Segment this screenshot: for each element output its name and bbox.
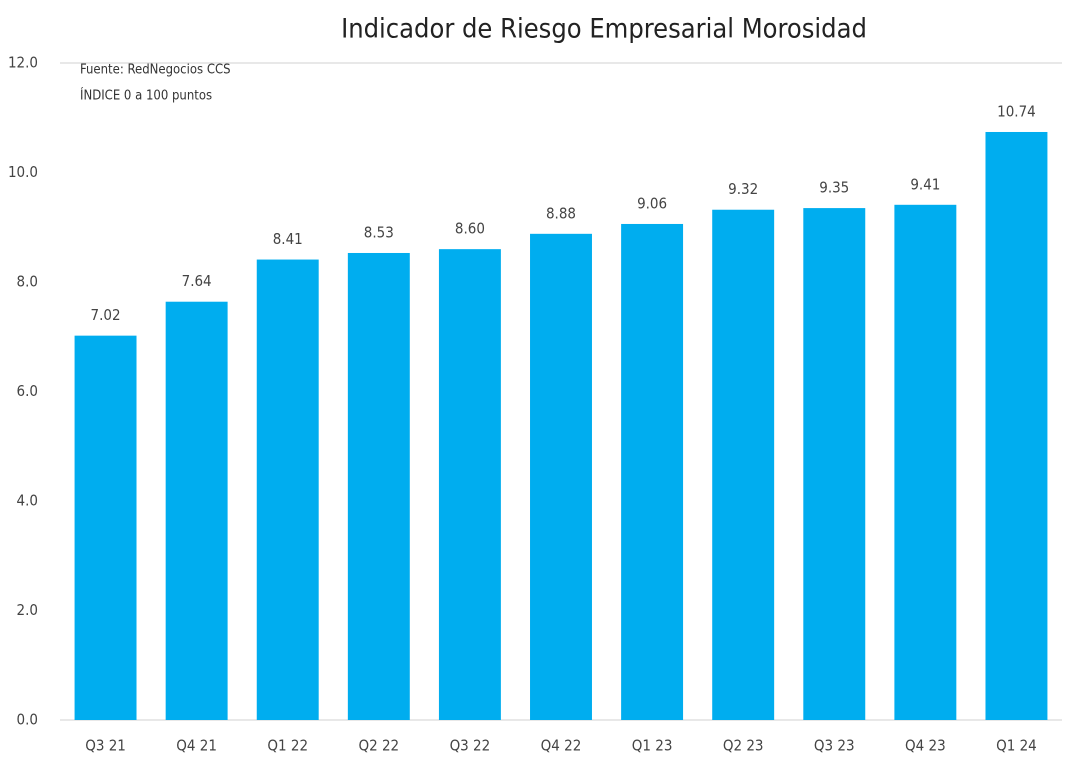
x-tick-label: Q1 24 (996, 737, 1037, 755)
bar (165, 301, 228, 720)
x-tick-label: Q4 23 (905, 737, 946, 755)
y-tick-label: 8.0 (17, 273, 38, 291)
y-tick-label: 6.0 (17, 382, 38, 400)
x-tick-label: Q2 23 (723, 737, 764, 755)
bar (712, 209, 775, 721)
bar (347, 252, 410, 721)
index-note: ÍNDICE 0 a 100 puntos (80, 88, 212, 104)
source-note: Fuente: RedNegocios CCS (80, 63, 231, 78)
y-tick-label: 12.0 (8, 54, 38, 72)
data-label: 7.64 (182, 272, 212, 290)
y-tick-label: 4.0 (17, 492, 38, 510)
data-label: 8.88 (546, 204, 576, 222)
data-label: 8.41 (273, 230, 303, 248)
x-tick-label: Q1 22 (267, 737, 308, 755)
bar (621, 223, 684, 720)
bar (256, 259, 319, 720)
bar (985, 131, 1048, 721)
y-tick-label: 10.0 (8, 163, 38, 181)
x-tick-label: Q3 23 (814, 737, 855, 755)
x-tick-label: Q1 23 (632, 737, 673, 755)
data-label: 10.74 (997, 102, 1036, 120)
data-label: 8.60 (455, 220, 485, 238)
data-label: 9.06 (637, 194, 667, 212)
y-tick-label: 2.0 (17, 601, 38, 619)
x-tick-label: Q4 21 (176, 737, 217, 755)
data-label: 9.35 (819, 179, 849, 197)
data-label: 7.02 (91, 306, 121, 324)
data-label: 8.53 (364, 223, 394, 241)
x-tick-label: Q4 22 (541, 737, 582, 755)
bar (530, 233, 592, 720)
y-tick-label: 0.0 (17, 711, 38, 729)
bar (803, 208, 866, 720)
x-tick-label: Q3 21 (85, 737, 126, 755)
bar (438, 249, 501, 720)
data-label: 9.41 (910, 175, 940, 193)
bar (74, 335, 137, 720)
x-tick-label: Q2 22 (358, 737, 399, 755)
x-tick-label: Q3 22 (450, 737, 491, 755)
bar (894, 204, 957, 721)
data-label: 9.32 (728, 180, 758, 198)
chart-title: Indicador de Riesgo Empresarial Morosida… (341, 14, 867, 45)
